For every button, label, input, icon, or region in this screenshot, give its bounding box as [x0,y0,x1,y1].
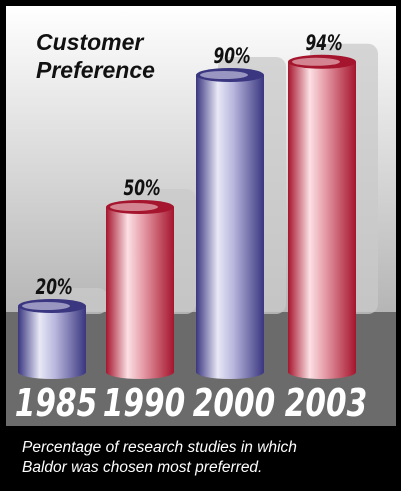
chart-panel: 20% 50% 90% 94% 1985 1990 2000 2003 Customer P… [6,6,396,484]
chart-caption: Percentage of research studies in which … [22,438,382,478]
bar-2000 [196,75,264,379]
x-tick-label-1985: 1985 [15,381,97,426]
value-label-1985: 20% [35,274,72,299]
bar-cap-highlight-1990 [110,203,158,211]
chart-title-line-1: Customer [36,29,144,55]
bar-1990 [106,207,174,379]
caption-band [6,426,396,484]
bars [18,54,356,380]
chart-caption-line-1: Percentage of research studies in which [22,439,297,456]
bar-chart: 20% 50% 90% 94% 1985 1990 2000 2003 [6,6,396,484]
bar-2003 [288,61,356,380]
bar-cap-highlight-2000 [200,71,248,79]
x-tick-label-2003: 2003 [285,381,367,426]
x-tick-label-1990: 1990 [103,381,185,426]
x-tick-labels: 1985 1990 2000 2003 [15,381,367,426]
bar-cap-highlight-2003 [292,57,340,66]
bar-1985 [18,306,86,379]
chart-caption-line-2: Baldor was chosen most preferred. [22,459,263,476]
bar-cap-highlight-1985 [22,302,70,310]
x-tick-label-2000: 2000 [193,381,275,426]
value-label-2000: 90% [213,43,250,68]
value-label-2003: 94% [305,30,342,55]
chart-title-line-2: Preference [36,57,155,83]
chart-title: Customer Preference [36,28,155,84]
value-label-1990: 50% [123,175,160,200]
value-labels: 20% 50% 90% 94% [35,30,342,299]
